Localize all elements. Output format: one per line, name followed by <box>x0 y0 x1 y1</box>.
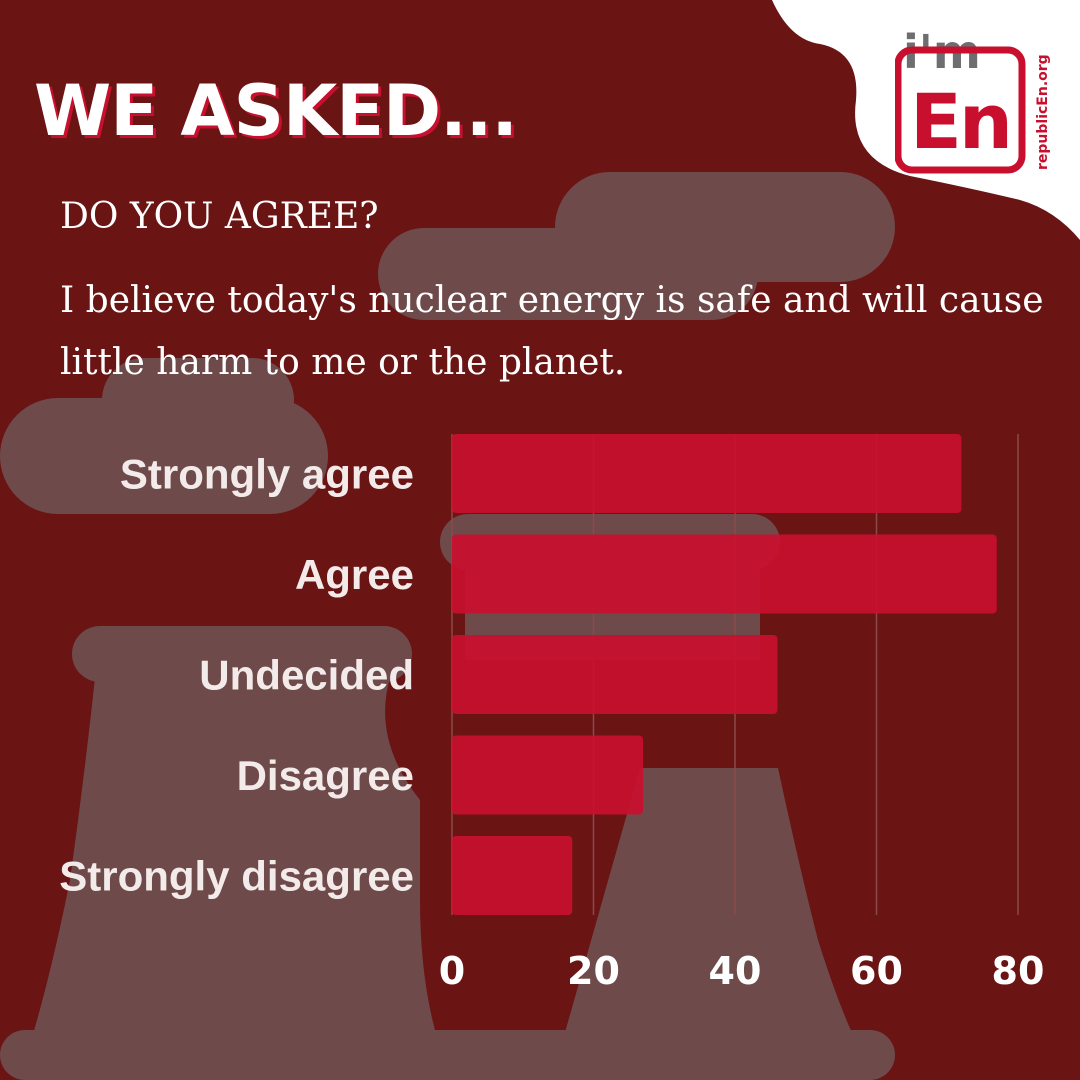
bar-strongly-disagree <box>452 836 573 915</box>
bar-agree <box>452 534 997 614</box>
chart-x-tick-labels: 0 20 40 60 80 <box>439 949 1045 993</box>
x-tick-label: 0 <box>439 949 465 993</box>
logo-frame <box>895 46 1026 174</box>
smoke-clouds <box>0 172 895 682</box>
question-label: DO YOU AGREE? <box>60 196 379 237</box>
x-tick-label: 80 <box>992 949 1045 993</box>
x-tick-label: 40 <box>709 949 762 993</box>
republicen-logo: i'm En republicEn.org <box>895 25 1051 174</box>
category-label: Agree <box>295 551 414 598</box>
category-label: Strongly agree <box>120 451 414 498</box>
logo-side-text: republicEn.org <box>1035 54 1051 170</box>
headline: WE ASKED... <box>34 70 518 152</box>
category-label: Disagree <box>237 752 414 799</box>
chart-bars <box>452 434 997 915</box>
logo-main-text: En <box>910 77 1010 166</box>
bar-undecided <box>452 635 778 714</box>
chart-category-labels: Strongly agree Agree Undecided Disagree Stro… <box>59 451 414 900</box>
survey-statement: I believe today's nuclear energy is safe… <box>60 280 1044 383</box>
bar-strongly-agree <box>452 434 962 513</box>
category-label: Strongly disagree <box>59 853 414 900</box>
bar-disagree <box>452 735 644 815</box>
x-tick-label: 60 <box>850 949 903 993</box>
logo-badge-shape <box>772 0 1080 240</box>
category-label: Undecided <box>199 652 414 699</box>
x-tick-label: 20 <box>567 949 620 993</box>
